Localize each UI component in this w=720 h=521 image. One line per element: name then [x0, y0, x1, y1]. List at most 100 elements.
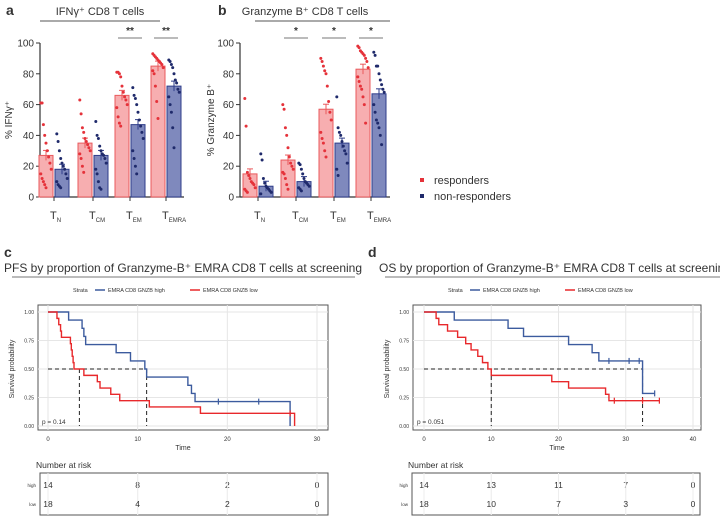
data-point-responders: [285, 133, 289, 137]
x-tick-label-base: T: [126, 210, 133, 222]
data-point-non-responders: [173, 78, 177, 82]
x-tick-label-subscript: N: [261, 218, 265, 224]
data-point-responders: [247, 173, 251, 177]
data-point-non-responders: [132, 157, 136, 160]
y-tick-label: 0.00: [24, 424, 34, 430]
data-point-non-responders: [337, 130, 341, 134]
data-point-responders: [121, 90, 125, 94]
data-point-responders: [119, 124, 123, 128]
y-axis-label: Survival probability: [9, 339, 16, 398]
data-point-responders: [155, 100, 159, 104]
data-point-non-responders: [372, 103, 376, 107]
data-point-responders: [245, 190, 249, 194]
data-point-non-responders: [376, 64, 380, 68]
y-tick-label: 1.00: [399, 310, 409, 316]
plot-frame: [412, 304, 702, 431]
data-point-non-responders: [298, 163, 302, 167]
x-tick-label-base: T: [367, 210, 374, 222]
data-point-non-responders: [381, 87, 385, 91]
data-point-non-responders: [374, 118, 378, 122]
data-point-responders: [44, 186, 48, 190]
data-point-responders: [361, 95, 365, 99]
x-tick-label-subscript: EMRA: [374, 218, 391, 224]
legend-label: EMRA CD8 GNZB high: [483, 288, 540, 294]
significance-label: *: [294, 26, 298, 37]
data-point-non-responders: [131, 149, 135, 153]
data-point-non-responders: [373, 53, 377, 57]
panel-label-c: c: [4, 244, 12, 260]
data-point-non-responders: [177, 90, 181, 94]
data-point-non-responders: [343, 149, 347, 153]
risk-count: 2: [225, 499, 230, 509]
risk-row-label: low: [401, 502, 409, 507]
data-point-responders: [83, 136, 87, 140]
data-point-responders: [320, 136, 324, 140]
data-point-responders: [289, 161, 293, 165]
data-point-responders: [328, 110, 332, 114]
data-point-non-responders: [171, 66, 175, 70]
p-value: p = 0.051: [417, 419, 445, 426]
data-point-responders: [41, 180, 45, 184]
strata-label: Strata: [73, 288, 89, 294]
data-point-non-responders: [377, 126, 381, 130]
data-point-responders: [282, 172, 286, 176]
y-tick-label: 0.25: [399, 396, 409, 402]
data-point-non-responders: [376, 121, 380, 125]
data-point-responders: [86, 143, 90, 147]
data-point-responders: [156, 116, 160, 120]
x-tick-label-base: T: [162, 210, 169, 222]
data-point-non-responders: [167, 95, 171, 99]
data-point-non-responders: [302, 177, 306, 181]
data-point-responders: [79, 112, 83, 116]
y-axis-label: % IFNγ⁺: [4, 101, 15, 139]
x-tick-label: TN: [254, 210, 265, 224]
survival-curve: [48, 311, 296, 426]
data-point-responders: [80, 164, 84, 168]
data-point-non-responders: [103, 157, 107, 160]
data-point-responders: [120, 84, 124, 88]
data-point-responders: [45, 149, 49, 153]
data-point-responders: [243, 96, 247, 100]
x-tick-label-base: T: [50, 210, 57, 222]
data-point-non-responders: [140, 130, 144, 134]
panel-label-d: d: [368, 244, 377, 260]
bar-non-responders: [130, 124, 146, 198]
data-point-non-responders: [135, 172, 139, 176]
x-tick-label: 0: [46, 437, 50, 443]
data-point-responders: [357, 46, 361, 50]
data-point-non-responders: [169, 110, 173, 114]
data-point-responders: [87, 146, 91, 150]
significance-label: *: [332, 26, 336, 37]
data-point-non-responders: [382, 90, 386, 94]
chart-title: OS by proportion of Granzyme-B⁺ EMRA CD8…: [379, 261, 720, 275]
x-tick-label-base: T: [89, 210, 96, 222]
y-tick-label: 100: [17, 39, 34, 50]
data-point-non-responders: [55, 180, 59, 184]
risk-table-title: Number at risk: [36, 460, 92, 470]
data-point-responders: [365, 59, 369, 63]
data-point-responders: [119, 75, 123, 79]
risk-row-label: high: [27, 483, 36, 488]
risk-count: 10: [487, 499, 497, 509]
data-point-responders: [327, 100, 331, 104]
data-point-responders: [362, 103, 366, 107]
data-point-responders: [78, 98, 82, 102]
risk-count: 4: [135, 499, 140, 509]
data-point-responders: [323, 149, 327, 153]
data-point-non-responders: [336, 126, 340, 130]
data-point-non-responders: [95, 133, 99, 137]
legend: responders non-responders: [420, 175, 512, 203]
data-point-responders: [358, 84, 362, 88]
data-point-non-responders: [65, 177, 69, 181]
data-point-non-responders: [64, 172, 68, 176]
x-tick-label-subscript: CM: [299, 218, 308, 224]
data-point-responders: [285, 183, 289, 187]
data-point-non-responders: [259, 152, 263, 156]
strata-label: Strata: [448, 288, 464, 294]
data-point-non-responders: [102, 153, 106, 157]
x-tick-label-subscript: N: [57, 218, 61, 224]
risk-row-label: low: [29, 502, 37, 507]
data-point-non-responders: [131, 86, 135, 90]
x-tick-label-subscript: CM: [96, 218, 105, 224]
data-point-responders: [88, 149, 92, 153]
